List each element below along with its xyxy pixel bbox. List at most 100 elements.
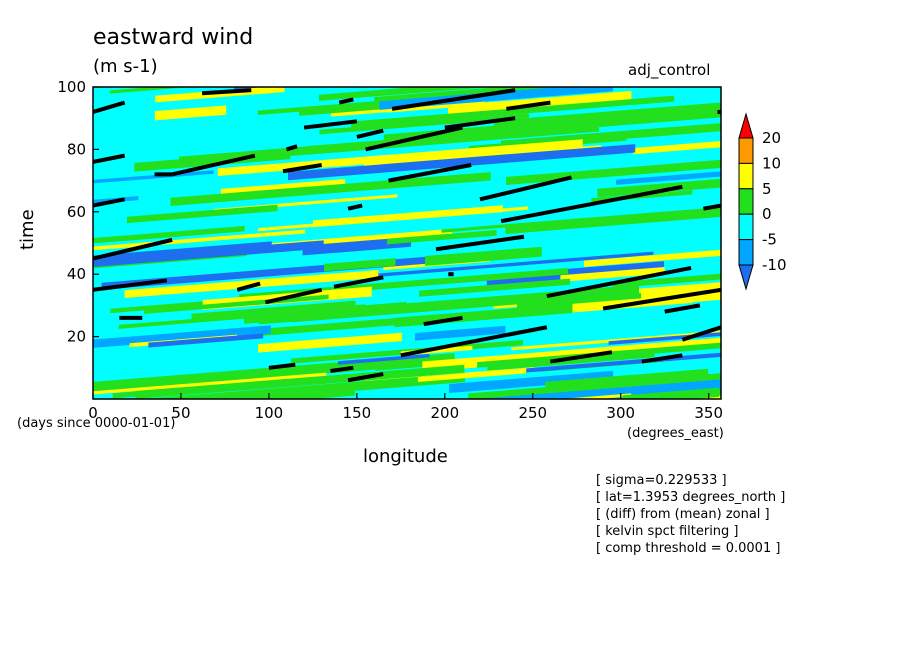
contour-segment bbox=[338, 97, 354, 105]
contour-segment bbox=[500, 184, 683, 224]
threshold-contours bbox=[93, 88, 721, 383]
wind-band bbox=[560, 393, 632, 399]
colorbar-extend-min bbox=[738, 264, 754, 291]
wind-band bbox=[126, 204, 278, 224]
contour-segment bbox=[347, 203, 363, 211]
wind-band bbox=[288, 144, 636, 181]
contour-segment bbox=[93, 278, 168, 292]
note-filter: [ kelvin spct filtering ] bbox=[596, 524, 739, 539]
contour-segment bbox=[201, 88, 252, 96]
contour-segment bbox=[356, 128, 384, 139]
wind-band bbox=[93, 372, 327, 395]
run-label: adj_control bbox=[628, 61, 711, 79]
x-tick-label: 50 bbox=[171, 404, 190, 422]
x-tick-label: 150 bbox=[343, 404, 372, 422]
x-tick-label: 250 bbox=[518, 404, 547, 422]
wind-band bbox=[241, 438, 411, 461]
contour-segment bbox=[641, 353, 683, 364]
wind-band bbox=[370, 417, 703, 453]
contour-segment bbox=[703, 203, 721, 211]
wind-band bbox=[154, 105, 227, 121]
contour-segment bbox=[391, 88, 516, 111]
contour-segment bbox=[285, 144, 298, 152]
wind-band bbox=[170, 172, 491, 206]
wind-band bbox=[246, 87, 271, 89]
wind-band bbox=[425, 246, 542, 266]
colorbar-label: 5 bbox=[762, 180, 772, 198]
contour-segment bbox=[347, 372, 384, 383]
plot-frame bbox=[92, 86, 722, 400]
colorbar-label: -10 bbox=[762, 256, 787, 274]
wind-band bbox=[93, 325, 271, 348]
wind-band bbox=[511, 330, 721, 351]
wind-band bbox=[560, 266, 665, 282]
colorbar-box bbox=[738, 137, 754, 164]
chart-title: eastward wind bbox=[93, 25, 254, 50]
note-lat: [ lat=1.3953 degrees_north ] bbox=[596, 490, 786, 505]
wind-band bbox=[211, 62, 300, 78]
wind-band bbox=[387, 101, 486, 113]
time-units-label: (days since 0000-01-01) bbox=[17, 416, 176, 431]
wind-band bbox=[93, 225, 245, 244]
x-tick-label: 300 bbox=[606, 404, 635, 422]
colorbar: 20 10 5 0 -5 -10 bbox=[738, 112, 787, 291]
contour-segment bbox=[93, 197, 126, 208]
wind-band bbox=[207, 414, 435, 439]
wind-field bbox=[66, 58, 721, 461]
x-axis: 0 50 100 150 200 250 300 350 bbox=[88, 393, 723, 422]
note-sigma: [ sigma=0.229533 ] bbox=[596, 473, 727, 488]
wind-band bbox=[319, 113, 529, 135]
wind-band bbox=[387, 229, 497, 245]
y-tick-label: 100 bbox=[57, 78, 86, 96]
wind-band bbox=[118, 301, 407, 329]
contour-segment bbox=[330, 365, 354, 373]
y-tick-label: 40 bbox=[67, 265, 86, 283]
wind-band bbox=[267, 432, 523, 458]
wind-band bbox=[139, 373, 466, 399]
contour-segment bbox=[479, 175, 572, 202]
wind-band bbox=[419, 278, 571, 297]
wind-band bbox=[415, 325, 506, 341]
wind-band bbox=[148, 333, 264, 348]
wind-band bbox=[368, 251, 654, 278]
wind-band bbox=[612, 273, 721, 289]
wind-band bbox=[505, 207, 721, 235]
colorbar-label: 10 bbox=[762, 154, 781, 172]
contour-segment bbox=[93, 237, 173, 261]
wind-band bbox=[155, 87, 285, 103]
wind-band bbox=[583, 249, 721, 267]
x-tick-label: 0 bbox=[88, 404, 98, 422]
wind-band bbox=[258, 206, 529, 232]
wind-band bbox=[351, 95, 675, 128]
wind-band bbox=[98, 414, 227, 429]
contour-segment bbox=[333, 275, 384, 289]
colorbar-box bbox=[738, 188, 754, 215]
wind-band bbox=[66, 61, 144, 72]
y-axis: 20 40 60 80 100 bbox=[57, 78, 99, 346]
colorbar-box bbox=[738, 213, 754, 241]
contour-segment bbox=[365, 125, 463, 152]
wind-band bbox=[616, 171, 721, 185]
colorbar-label: 0 bbox=[762, 205, 772, 223]
contour-segment bbox=[282, 163, 323, 174]
wind-band bbox=[234, 87, 287, 92]
colorbar-label: -5 bbox=[762, 231, 777, 249]
wind-band bbox=[493, 102, 721, 131]
x-axis-label: longitude bbox=[363, 446, 448, 467]
chart-units: (m s-1) bbox=[93, 56, 158, 77]
contour-segment bbox=[506, 100, 551, 111]
wind-band bbox=[449, 370, 614, 393]
wind-band bbox=[491, 110, 721, 136]
wind-band bbox=[622, 387, 719, 399]
contour-segment bbox=[602, 287, 721, 311]
wind-band bbox=[292, 290, 571, 323]
wind-band bbox=[140, 402, 330, 427]
wind-band bbox=[545, 368, 709, 390]
contour-segment bbox=[435, 234, 525, 252]
wind-band bbox=[440, 58, 559, 75]
wind-band bbox=[93, 241, 272, 260]
wind-band bbox=[258, 332, 402, 353]
contour-segment bbox=[93, 100, 126, 114]
colorbar-label: 20 bbox=[762, 129, 781, 147]
